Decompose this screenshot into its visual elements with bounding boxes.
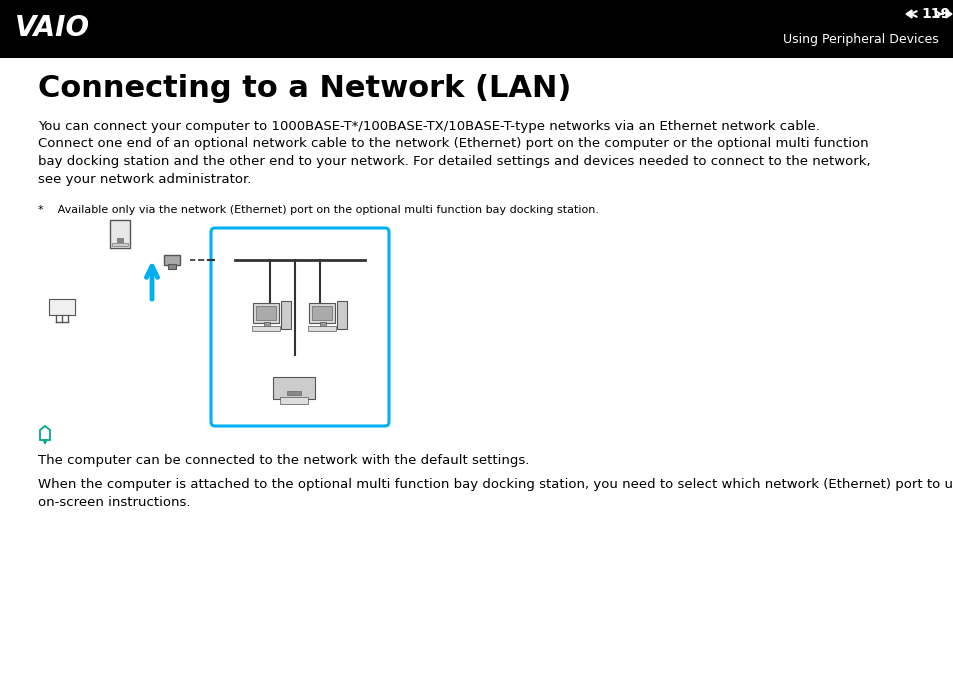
Text: Connecting to a Network (LAN): Connecting to a Network (LAN) — [38, 74, 571, 103]
Bar — [319, 322, 326, 327]
Bar — [49, 299, 75, 315]
Bar — [287, 391, 301, 395]
Bar — [280, 397, 308, 404]
Bar — [117, 238, 123, 242]
Bar — [308, 326, 335, 331]
Bar — [336, 301, 347, 329]
Bar — [309, 303, 335, 323]
Text: VAIO: VAIO — [15, 14, 90, 42]
Bar — [253, 303, 278, 323]
Bar — [164, 255, 180, 265]
Bar — [312, 306, 332, 320]
Bar — [264, 322, 270, 327]
Bar — [110, 220, 130, 248]
Bar — [273, 377, 314, 399]
Bar — [0, 0, 953, 58]
Polygon shape — [905, 10, 911, 18]
Text: *    Available only via the network (Ethernet) port on the optional multi functi: * Available only via the network (Ethern… — [38, 205, 598, 215]
Polygon shape — [43, 440, 47, 444]
Bar — [281, 301, 291, 329]
Text: When the computer is attached to the optional multi function bay docking station: When the computer is attached to the opt… — [38, 478, 953, 509]
FancyBboxPatch shape — [211, 228, 389, 426]
Bar — [168, 264, 175, 269]
Bar — [252, 326, 280, 331]
Text: You can connect your computer to 1000BASE-T*/100BASE-TX/10BASE-T-type networks v: You can connect your computer to 1000BAS… — [38, 120, 870, 185]
Text: 119: 119 — [921, 7, 949, 21]
Bar — [255, 306, 275, 320]
Bar — [112, 243, 128, 246]
Text: The computer can be connected to the network with the default settings.: The computer can be connected to the net… — [38, 454, 529, 467]
Polygon shape — [945, 10, 951, 18]
Text: Using Peripheral Devices: Using Peripheral Devices — [782, 34, 938, 47]
